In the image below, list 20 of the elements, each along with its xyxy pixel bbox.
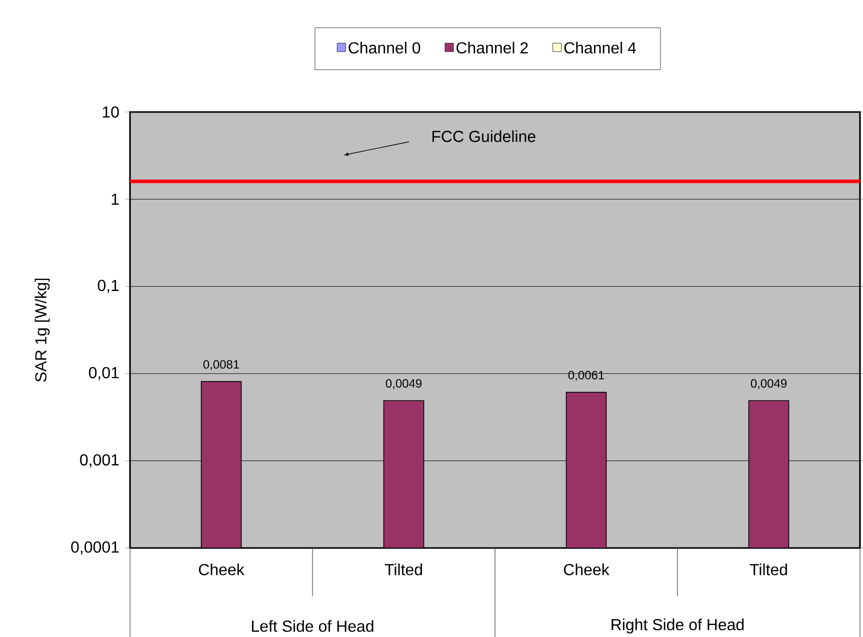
text: Left Side of Head <box>252 620 374 632</box>
x-tick-label: Cheek <box>564 564 610 576</box>
legend-label: Channel 2 <box>456 42 528 54</box>
data-label: 0,0081 <box>203 360 240 370</box>
legend-label: Channel 0 <box>348 42 420 54</box>
legend-label: Channel 4 <box>564 42 636 54</box>
ref-line-label: FCC Guideline <box>432 130 536 142</box>
y-tick-label: 1 <box>112 194 119 205</box>
y-tick-label: 0,0001 <box>71 541 119 555</box>
y-tick-label: 0,01 <box>88 366 119 380</box>
y-axis-title: SAR 1g [W/kg] <box>34 278 50 382</box>
text: Right Side of Head <box>612 618 744 634</box>
x-tick-label: Tilted <box>750 564 787 576</box>
x-tick-label: Tilted <box>384 564 422 576</box>
x-tick-label: Cheek <box>198 564 244 576</box>
data-label: 0,0049 <box>750 379 787 390</box>
data-label: 0,0049 <box>386 379 422 390</box>
y-tick-label: 0,001 <box>80 454 119 468</box>
y-tick-label: 10 <box>102 106 119 118</box>
y-tick-label: 0,1 <box>98 280 119 294</box>
